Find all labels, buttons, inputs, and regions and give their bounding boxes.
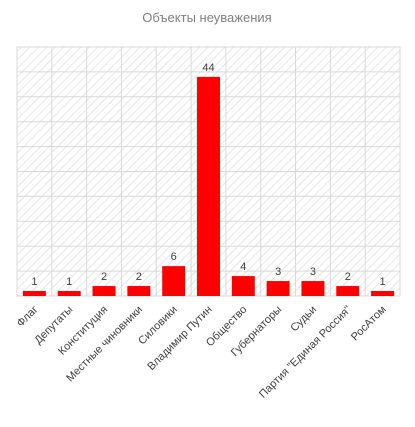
bars [22,76,395,296]
bar [162,266,186,296]
bar [336,286,360,296]
x-tick-label: РосАтом [349,304,389,344]
data-label: 6 [171,251,177,263]
bar [266,281,290,296]
data-label: 2 [345,271,351,283]
bar [57,291,81,296]
bar [92,286,116,296]
bar [197,76,220,296]
bar [127,286,151,296]
data-label: 3 [275,266,281,278]
data-label: 4 [240,261,246,273]
bar [22,291,46,296]
data-label: 1 [380,276,386,288]
data-label: 2 [101,271,107,283]
data-label: 2 [136,271,142,283]
data-label: 1 [31,276,37,288]
data-label: 44 [202,62,214,74]
bar [231,276,255,296]
chart-title: Объекты неуважения [142,10,271,25]
x-tick-label: Судьи [288,304,319,335]
bar [371,291,395,296]
bar [301,281,325,296]
x-tick-label: Флаг [15,304,41,330]
gridlines [17,46,400,297]
data-label: 1 [66,276,72,288]
x-tick-label: Владимир Путин [145,304,214,373]
data-label: 3 [310,266,316,278]
